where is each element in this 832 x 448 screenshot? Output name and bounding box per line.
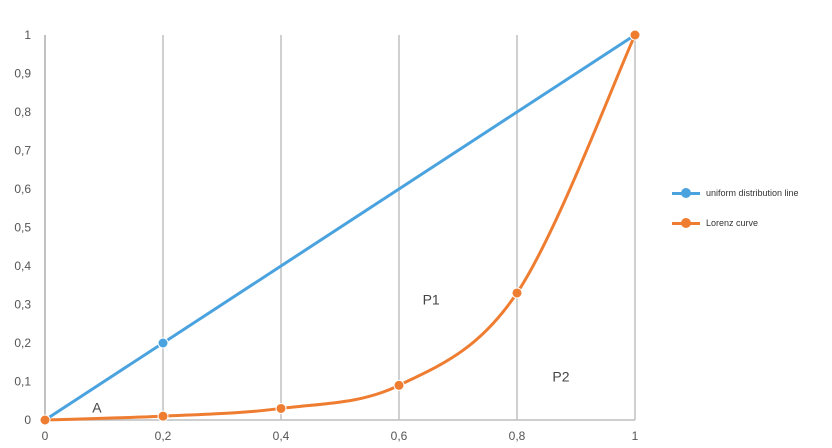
y-tick-label: 1 bbox=[24, 28, 31, 42]
legend-item-uniform: uniform distribution line bbox=[672, 185, 799, 201]
lorenz-curve-point bbox=[275, 402, 287, 414]
y-tick-label: 0,1 bbox=[14, 375, 31, 389]
lorenz-curve-point bbox=[511, 287, 523, 299]
tick-labels: 0 0,2 0,4 0,6 0,8 1 0 0,1 0,2 0,3 0,4 0,5 0,6 0,7 0,8 0… bbox=[14, 28, 638, 443]
legend-swatch-lorenz bbox=[672, 216, 700, 230]
y-tick-label: 0,7 bbox=[14, 144, 31, 158]
x-tick-label: 0,8 bbox=[509, 429, 526, 443]
legend-label-uniform: uniform distribution line bbox=[706, 188, 799, 198]
y-tick-label: 0,2 bbox=[14, 336, 31, 350]
y-tick-label: 0,3 bbox=[14, 298, 31, 312]
legend-swatch-uniform bbox=[672, 186, 700, 200]
series-group bbox=[39, 29, 641, 426]
x-tick-label: 1 bbox=[632, 429, 639, 443]
legend-label-lorenz: Lorenz curve bbox=[706, 218, 759, 228]
y-tick-label: 0 bbox=[24, 413, 31, 427]
legend: uniform distribution line Lorenz curve bbox=[672, 185, 799, 245]
y-tick-label: 0,9 bbox=[14, 67, 31, 81]
uniform-line-path bbox=[44, 33, 636, 422]
x-tick-label: 0 bbox=[42, 429, 49, 443]
lorenz-curve-point bbox=[39, 414, 51, 426]
legend-item-lorenz: Lorenz curve bbox=[672, 215, 799, 231]
lorenz-curve-point bbox=[629, 29, 641, 41]
x-tick-label: 0,4 bbox=[273, 429, 290, 443]
lorenz-curve-point bbox=[393, 379, 405, 391]
x-tick-label: 0,2 bbox=[155, 429, 172, 443]
lorenz-curve-point bbox=[157, 410, 169, 422]
x-tick-label: 0,6 bbox=[391, 429, 408, 443]
y-tick-label: 0,6 bbox=[14, 182, 31, 196]
y-tick-label: 0,4 bbox=[14, 259, 31, 273]
axes bbox=[44, 35, 635, 421]
annotations: A P1 P2 bbox=[92, 292, 570, 416]
y-tick-label: 0,5 bbox=[14, 221, 31, 235]
y-tick-label: 0,8 bbox=[14, 105, 31, 119]
uniform-line-point bbox=[157, 337, 169, 349]
annotation-p2: P2 bbox=[552, 369, 569, 385]
annotation-p1: P1 bbox=[423, 292, 440, 308]
annotation-a: A bbox=[92, 399, 102, 415]
